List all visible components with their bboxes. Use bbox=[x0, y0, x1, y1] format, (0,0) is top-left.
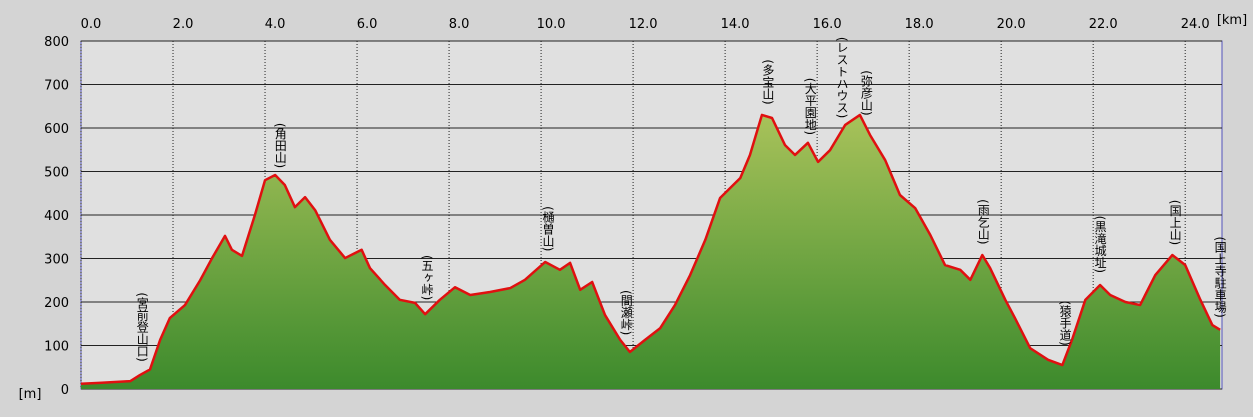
x-unit: [km] bbox=[1217, 13, 1247, 28]
y-tick-label: 300 bbox=[44, 253, 69, 268]
y-tick-label: 700 bbox=[44, 79, 69, 94]
annotation: (宮前登山口) bbox=[135, 292, 149, 361]
x-tick-label: 0.0 bbox=[81, 17, 102, 32]
annotation: (樋曽山) bbox=[541, 206, 555, 251]
annotation: (雨乞山) bbox=[976, 199, 990, 244]
annotation: (黒滝城址) bbox=[1093, 216, 1107, 273]
x-tick-label: 16.0 bbox=[813, 17, 842, 32]
y-tick-label: 400 bbox=[44, 209, 69, 224]
annotation: (多宝山) bbox=[761, 59, 775, 104]
y-tick-label: 200 bbox=[44, 296, 69, 311]
x-tick-label: 10.0 bbox=[537, 17, 566, 32]
y-tick-label: 0 bbox=[61, 383, 69, 398]
x-tick-label: 2.0 bbox=[173, 17, 194, 32]
y-unit: [m] bbox=[19, 387, 42, 402]
annotation: (レストハウス) bbox=[835, 37, 849, 118]
annotation: (角田山) bbox=[273, 123, 287, 168]
annotation: (大平園地) bbox=[803, 78, 817, 135]
y-tick-label: 100 bbox=[44, 340, 69, 355]
annotation: (国上寺駐車場) bbox=[1213, 236, 1227, 317]
y-tick-label: 800 bbox=[44, 35, 69, 50]
elevation-area bbox=[81, 114, 1221, 389]
x-tick-label: 4.0 bbox=[265, 17, 286, 32]
annotation: (国上山) bbox=[1168, 200, 1182, 245]
annotation: (五ヶ峠) bbox=[420, 255, 434, 300]
x-tick-label: 22.0 bbox=[1089, 17, 1118, 32]
annotation: (弥彦山) bbox=[859, 70, 873, 115]
y-tick-label: 500 bbox=[44, 166, 69, 181]
x-tick-label: 8.0 bbox=[449, 17, 470, 32]
x-tick-label: 24.0 bbox=[1181, 17, 1210, 32]
x-tick-label: 6.0 bbox=[357, 17, 378, 32]
elevation-line bbox=[80, 113, 1221, 386]
x-tick-label: 12.0 bbox=[629, 17, 658, 32]
x-tick-label: 20.0 bbox=[997, 17, 1026, 32]
x-tick-label: 14.0 bbox=[721, 17, 750, 32]
annotation: (間瀬峠) bbox=[619, 290, 633, 335]
x-tick-label: 18.0 bbox=[905, 17, 934, 32]
y-tick-label: 600 bbox=[44, 122, 69, 137]
annotation: (猿手道) bbox=[1058, 300, 1072, 345]
